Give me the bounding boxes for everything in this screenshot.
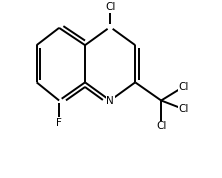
- Text: Cl: Cl: [178, 104, 189, 114]
- Text: F: F: [56, 118, 62, 128]
- Text: N: N: [106, 96, 114, 106]
- Text: Cl: Cl: [105, 2, 115, 12]
- Text: Cl: Cl: [178, 82, 189, 92]
- Text: Cl: Cl: [156, 121, 166, 131]
